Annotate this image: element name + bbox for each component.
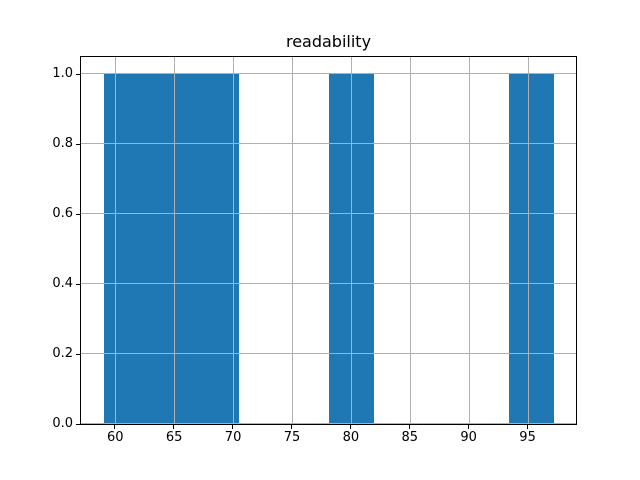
x-tick-label: 80 xyxy=(342,430,360,445)
histogram-bar xyxy=(508,74,554,424)
y-tick-mark xyxy=(76,284,80,286)
x-tick-label: 95 xyxy=(519,430,536,445)
horizontal-gridline xyxy=(81,143,576,145)
vertical-gridline xyxy=(291,57,293,424)
horizontal-gridline xyxy=(81,423,576,424)
horizontal-gridline xyxy=(81,353,576,355)
x-tick-mark xyxy=(408,425,410,429)
y-tick-mark xyxy=(76,144,80,146)
vertical-gridline xyxy=(468,57,470,424)
x-tick-label: 90 xyxy=(460,430,477,445)
x-tick-label: 85 xyxy=(401,430,419,445)
vertical-gridline xyxy=(233,57,235,424)
chart-title: readability xyxy=(285,32,372,51)
y-tick-label: 0.2 xyxy=(52,346,73,362)
x-tick-mark xyxy=(232,425,234,429)
x-tick-mark xyxy=(526,425,528,429)
vertical-gridline xyxy=(409,57,411,424)
y-tick-mark xyxy=(76,354,80,356)
horizontal-gridline xyxy=(81,213,576,215)
y-tick-label: 0.0 xyxy=(52,416,73,431)
y-tick-label: 0.4 xyxy=(52,276,73,292)
horizontal-gridline xyxy=(81,283,576,285)
grid-layer xyxy=(81,57,576,424)
x-tick-mark xyxy=(467,425,469,429)
x-tick-label: 60 xyxy=(106,430,124,445)
histogram-bar xyxy=(103,74,239,424)
x-tick-mark xyxy=(349,425,351,429)
x-tick-mark xyxy=(173,425,175,429)
y-tick-label: 0.8 xyxy=(52,136,73,152)
vertical-gridline xyxy=(350,57,352,424)
vertical-gridline xyxy=(527,57,529,424)
x-tick-mark xyxy=(290,425,292,429)
vertical-gridline xyxy=(115,57,117,424)
y-tick-mark xyxy=(76,214,80,216)
y-tick-label: 0.6 xyxy=(52,206,73,222)
plot-area: readability 60 65 70 75 80 85 90 95 0.0 0.2 0.4 0.6… xyxy=(52,32,577,445)
horizontal-gridline xyxy=(81,73,576,75)
vertical-gridline xyxy=(174,57,176,424)
x-tick-mark xyxy=(114,425,116,429)
x-tick-label: 75 xyxy=(283,430,301,445)
y-tick-label: 1.0 xyxy=(52,66,73,82)
x-tick-label: 70 xyxy=(224,430,242,445)
x-tick-label: 65 xyxy=(165,430,183,445)
y-tick-mark xyxy=(76,74,80,76)
y-tick-mark xyxy=(76,424,80,425)
